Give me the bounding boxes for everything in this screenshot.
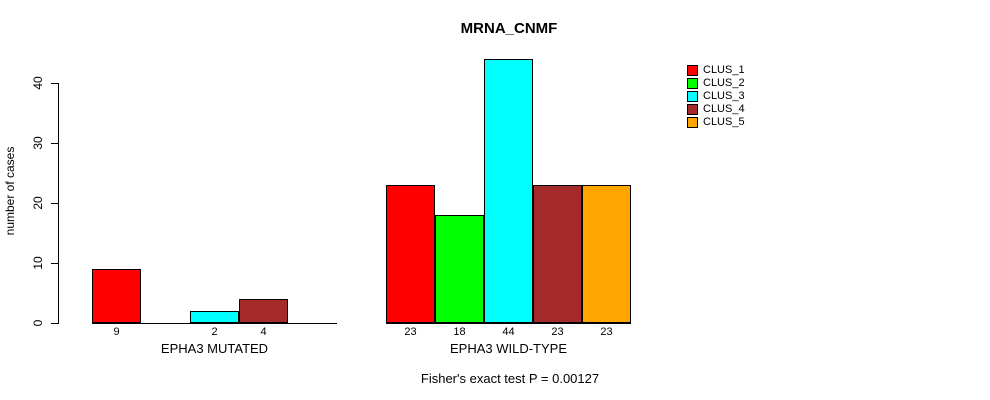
legend-swatch-icon [687,65,698,76]
legend-swatch-icon [687,104,698,115]
legend-label: CLUS_4 [703,103,745,115]
bar-clus_5 [582,185,631,323]
bar-clus_4 [239,299,288,323]
bar-value-label: 23 [551,326,564,338]
legend-item: CLUS_2 [687,78,745,89]
legend-label: CLUS_1 [703,64,745,76]
bar-value-label: 9 [113,326,120,338]
y-axis-tick [51,323,58,324]
y-axis-tick [51,83,58,84]
bar-clus_3 [190,311,239,323]
legend: CLUS_1 CLUS_2 CLUS_3 CLUS_4 CLUS_5 [687,65,745,130]
y-axis-line [58,83,59,324]
legend-item: CLUS_5 [687,117,745,128]
legend-swatch-icon [687,117,698,128]
fisher-test-annotation: Fisher's exact test P = 0.00127 [420,371,600,386]
legend-label: CLUS_5 [703,116,745,128]
bar-clus_1 [92,269,141,323]
legend-item: CLUS_3 [687,91,745,102]
bar-value-label: 44 [502,326,515,338]
bar-clus_4 [533,185,582,323]
y-axis-tick-label: 20 [31,196,45,210]
group-axis-label: EPHA3 MUTATED [160,341,269,356]
legend-swatch-icon [687,91,698,102]
group-baseline [386,323,631,324]
legend-label: CLUS_2 [703,77,745,89]
bar-value-label: 23 [600,326,613,338]
bar-value-label: 2 [211,326,218,338]
legend-swatch-icon [687,78,698,89]
bar-value-label: 18 [453,326,466,338]
group-baseline [92,323,337,324]
y-axis-tick-label: 10 [31,256,45,270]
y-axis-tick [51,143,58,144]
bar-clus_3 [484,59,533,323]
bar-value-label: 23 [404,326,417,338]
group-axis-label: EPHA3 WILD-TYPE [449,341,568,356]
bar-value-label: 4 [260,326,267,338]
bar-clus_2 [435,215,484,323]
chart-title: MRNA_CNMF [460,20,558,37]
legend-item: CLUS_1 [687,65,745,76]
legend-label: CLUS_3 [703,90,745,102]
y-axis-tick-label: 30 [31,136,45,150]
y-axis-tick [51,203,58,204]
y-axis-tick-label: 40 [31,76,45,90]
legend-item: CLUS_4 [687,104,745,115]
y-axis-tick-label: 0 [31,319,45,327]
y-axis-label: number of cases [3,146,17,236]
y-axis-tick [51,263,58,264]
bar-clus_1 [386,185,435,323]
